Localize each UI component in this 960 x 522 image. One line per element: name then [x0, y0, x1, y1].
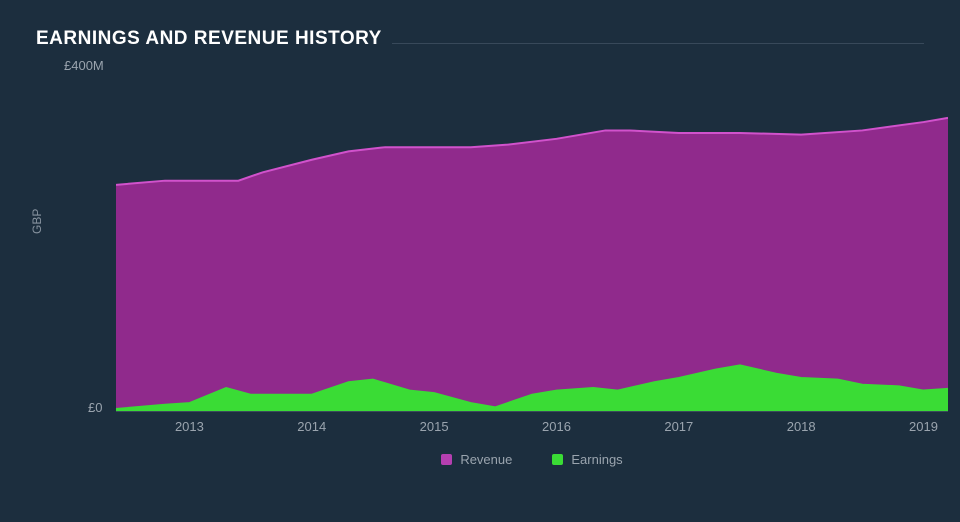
- legend-item-earnings: Earnings: [552, 452, 622, 467]
- chart-container: EARNINGS AND REVENUE HISTORY £400M £0 GB…: [0, 0, 960, 492]
- x-axis-baseline: [116, 411, 948, 412]
- x-axis-tick: 2019: [909, 419, 938, 434]
- x-axis-ticks: 2013 2014 2015 2016 2017 2018 2019: [116, 419, 948, 439]
- y-axis-title: GBP: [30, 209, 44, 234]
- legend-swatch: [552, 454, 563, 465]
- chart-title: EARNINGS AND REVENUE HISTORY: [36, 28, 382, 50]
- y-axis-bottom-label: £0: [88, 400, 102, 415]
- plot-svg: [116, 76, 948, 411]
- legend-label: Revenue: [460, 452, 512, 467]
- chart-area: £400M £0 GBP 201320142015201620172018201…: [36, 54, 924, 474]
- area-series-revenue: [116, 118, 948, 411]
- legend-item-revenue: Revenue: [441, 452, 512, 467]
- x-axis-tick: 2015: [420, 419, 449, 434]
- x-axis-tick: 2017: [664, 419, 693, 434]
- title-underline: [392, 43, 924, 44]
- x-axis-tick: 2016: [542, 419, 571, 434]
- x-axis-tick: 2013: [175, 419, 204, 434]
- legend-label: Earnings: [571, 452, 622, 467]
- legend: Revenue Earnings: [116, 452, 948, 467]
- x-axis-tick: 2014: [297, 419, 326, 434]
- legend-swatch: [441, 454, 452, 465]
- x-axis-tick: 2018: [787, 419, 816, 434]
- y-axis-top-label: £400M: [64, 58, 104, 73]
- title-row: EARNINGS AND REVENUE HISTORY: [36, 28, 924, 50]
